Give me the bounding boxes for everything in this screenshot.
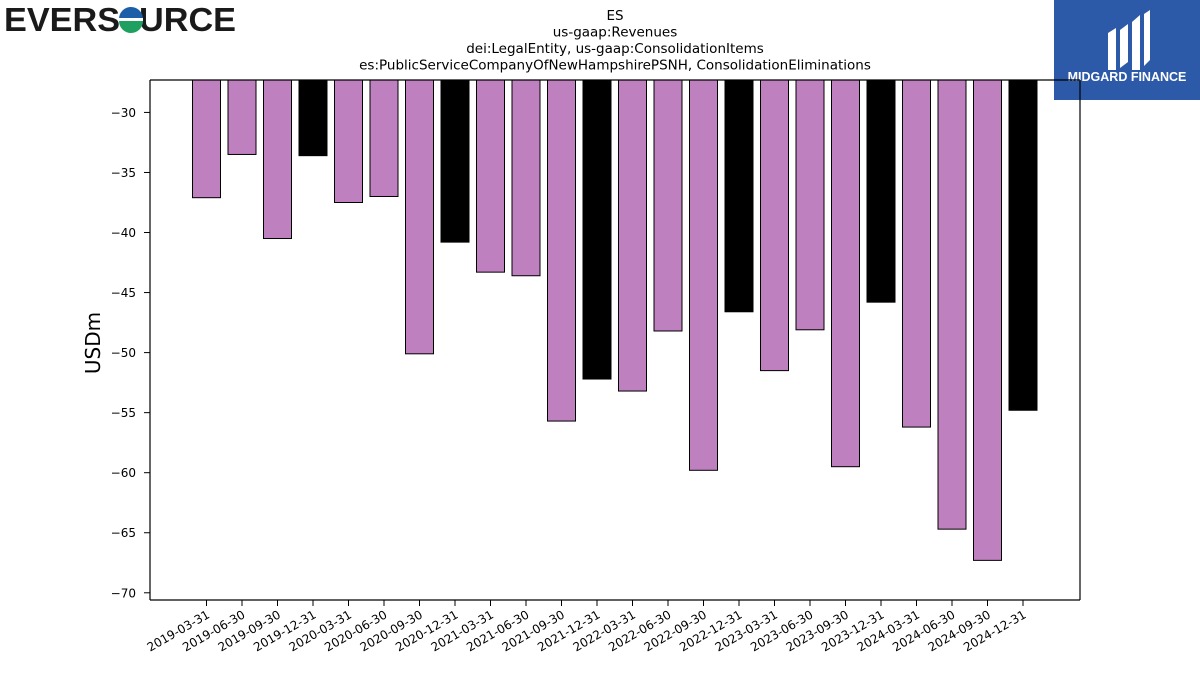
midgard-finance-logo: MIDGARD FINANCE xyxy=(1054,0,1200,100)
bar-2019-09-30 xyxy=(263,79,292,240)
title-line: es:PublicServiceCompanyOfNewHampshirePSN… xyxy=(359,58,871,74)
bars xyxy=(192,79,1038,561)
bar-2022-09-30 xyxy=(689,79,718,471)
y-tick-label: −30 xyxy=(111,106,136,120)
bar-2021-09-30 xyxy=(547,79,576,422)
bar-2019-12-31 xyxy=(298,79,328,157)
y-tick-label: −55 xyxy=(111,406,136,420)
y-tick-label: −45 xyxy=(111,286,136,300)
title-line: ES xyxy=(606,8,623,24)
bar-2020-12-31 xyxy=(440,79,470,243)
title-line: dei:LegalEntity, us-gaap:ConsolidationIt… xyxy=(466,41,764,57)
y-tick-label: −35 xyxy=(111,166,136,180)
axes xyxy=(149,79,1081,601)
bar-2019-03-31 xyxy=(192,79,221,199)
bar-2021-03-31 xyxy=(476,79,505,273)
bar-2020-06-30 xyxy=(369,79,399,197)
bar-2020-03-31 xyxy=(334,79,363,203)
y-tick-label: −70 xyxy=(111,586,136,600)
bar-2021-06-30 xyxy=(511,79,541,277)
bar-2021-12-31 xyxy=(582,79,612,380)
midgard-logo-text: MIDGARD FINANCE xyxy=(1068,70,1187,84)
eversource-logo: EVERS URCE xyxy=(4,2,236,38)
bar-2022-06-30 xyxy=(653,79,683,332)
bar-2024-12-31 xyxy=(1008,79,1038,411)
x-axis-ticks: 2019-03-312019-06-302019-09-302019-12-31… xyxy=(145,600,1029,654)
bar-2023-03-31 xyxy=(760,79,789,372)
title-line: us-gaap:Revenues xyxy=(553,25,678,41)
y-axis-ticks: −30 −35 −40 −45 −50 −55 −60 −65 −70 xyxy=(111,106,150,600)
y-tick-label: −60 xyxy=(111,466,136,480)
bar-2022-03-31 xyxy=(618,79,647,392)
y-axis-label: USDm xyxy=(81,312,105,374)
bar-2024-06-30 xyxy=(937,79,967,530)
bar-2024-03-31 xyxy=(902,79,931,428)
y-tick-label: −50 xyxy=(111,346,136,360)
bar-2023-12-31 xyxy=(866,79,896,303)
bar-2020-09-30 xyxy=(405,79,434,355)
bar-2023-09-30 xyxy=(831,79,860,468)
bar-2019-06-30 xyxy=(227,79,257,155)
y-tick-label: −65 xyxy=(111,526,136,540)
bar-2023-06-30 xyxy=(795,79,825,331)
y-tick-label: −40 xyxy=(111,226,136,240)
bar-2022-12-31 xyxy=(724,79,754,313)
bar-2024-09-30 xyxy=(973,79,1002,561)
